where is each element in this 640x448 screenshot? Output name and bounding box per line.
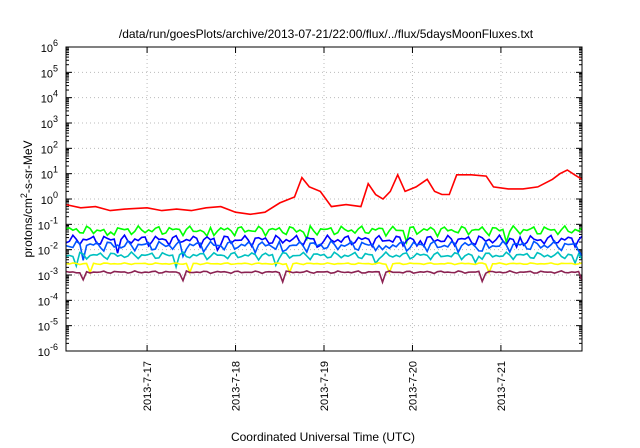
y-tick-label: 100 xyxy=(41,190,58,207)
y-tick-label: 10-6 xyxy=(38,342,58,359)
y-tick-label: 103 xyxy=(41,114,58,131)
y-axis-label-sup: 2 xyxy=(19,193,29,198)
y-axis-label-post: -s-sr-MeV xyxy=(21,140,35,193)
y-tick-label: 105 xyxy=(41,63,58,80)
y-tick-label: 104 xyxy=(41,89,58,106)
y-tick-labels: 10-6 10-5 10-4 10-3 10-2 10-1 100 101 102 103 104 1… xyxy=(38,38,58,359)
y-axis-label: protons/cm2-s-sr-MeV xyxy=(19,140,35,257)
grid-lines xyxy=(66,46,582,352)
x-tick-label: 2013-7-20 xyxy=(407,361,419,411)
y-tick-label: 102 xyxy=(41,139,58,156)
series-line xyxy=(65,224,583,246)
series-line xyxy=(65,239,583,261)
series-line xyxy=(65,250,583,270)
series-line xyxy=(65,233,583,254)
x-axis-label: Coordinated Universal Time (UTC) xyxy=(231,430,415,444)
series-line xyxy=(65,169,583,216)
chart-title: /data/run/goesPlots/archive/2013-07-21/2… xyxy=(119,27,534,41)
series-line xyxy=(65,269,583,285)
plot-frame xyxy=(65,46,583,352)
y-tick-label: 10-3 xyxy=(38,266,58,283)
y-tick-label: 10-1 xyxy=(38,215,58,232)
x-tick-labels: 2013-7-17 2013-7-18 2013-7-19 2013-7-20 2013… xyxy=(142,361,508,411)
y-tick-label: 106 xyxy=(41,38,58,55)
x-tick-label: 2013-7-17 xyxy=(142,361,154,411)
x-tick-label: 2013-7-21 xyxy=(496,361,508,411)
series-line xyxy=(65,261,583,275)
x-tick-label: 2013-7-19 xyxy=(319,361,331,411)
y-tick-label: 10-2 xyxy=(38,241,58,258)
y-axis-label-pre: protons/cm xyxy=(21,198,35,257)
y-tick-label: 10-5 xyxy=(38,317,58,334)
y-tick-label: 10-4 xyxy=(38,291,58,308)
x-tick-label: 2013-7-18 xyxy=(231,361,243,411)
y-tick-label: 101 xyxy=(41,165,58,182)
series-lines xyxy=(65,169,583,285)
